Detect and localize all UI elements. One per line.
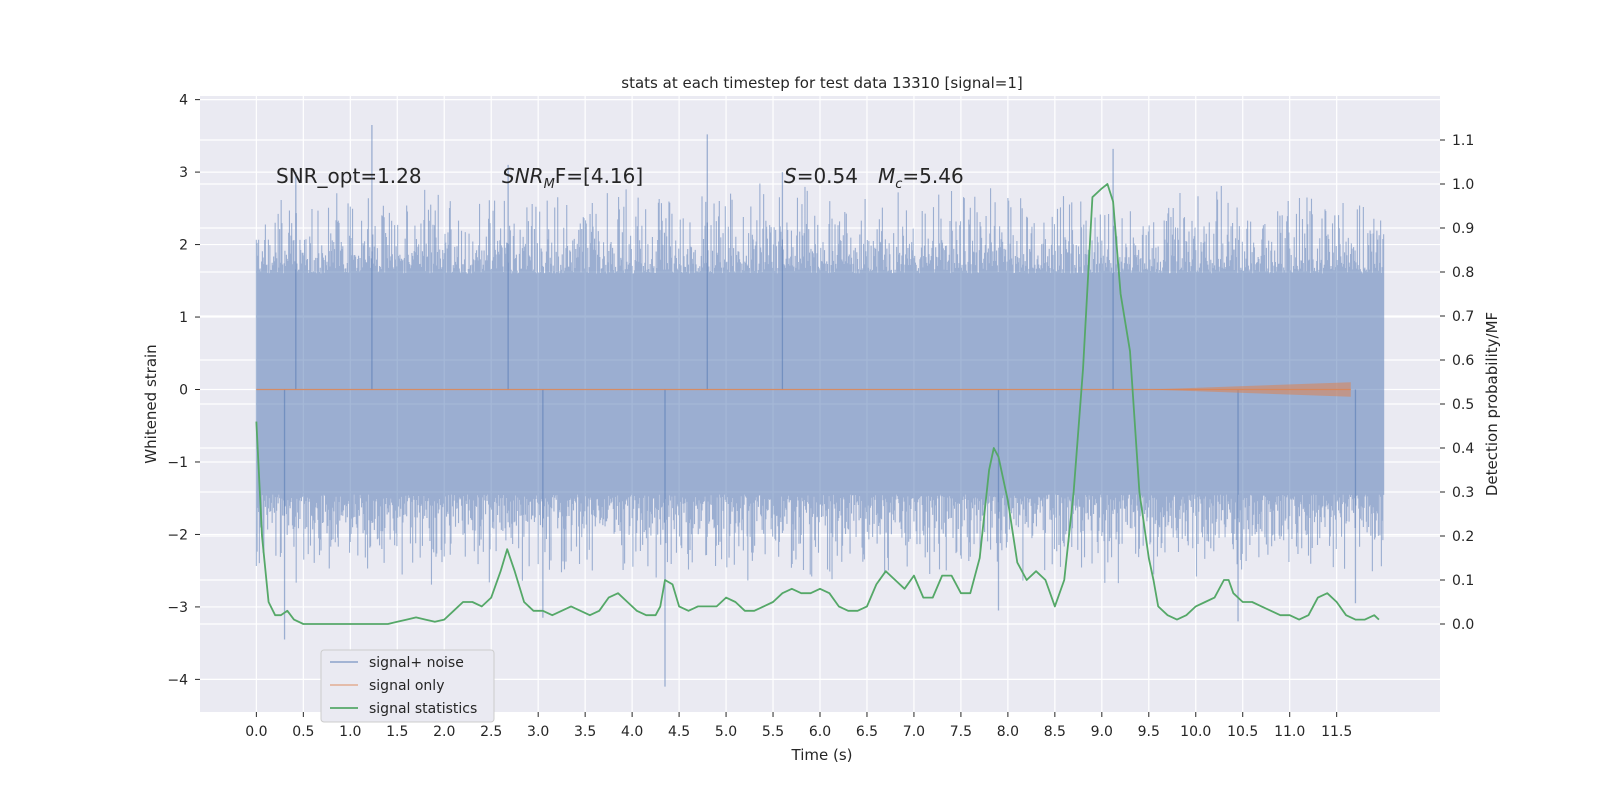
y-tick-label: 0 <box>179 383 188 399</box>
y2-tick-label: 1.1 <box>1452 133 1474 149</box>
y2-tick-label: 1.0 <box>1452 177 1474 193</box>
y-axis-label: Whitened strain <box>142 344 160 463</box>
s-main: S <box>784 164 797 188</box>
x-tick-label: 8.5 <box>1044 724 1066 740</box>
mc-rest: =5.46 <box>902 164 963 188</box>
s-rest: =0.54 <box>797 164 858 188</box>
mc-sub: c <box>895 177 902 192</box>
x-tick-label: 2.5 <box>480 724 502 740</box>
annotation-s-value: S=0.54 <box>784 164 858 188</box>
mc-main: M <box>878 164 895 188</box>
right-y-axis-label: Detection probability/MF <box>1483 312 1501 496</box>
x-tick-label: 5.0 <box>715 724 737 740</box>
signal-only-series <box>256 382 1351 397</box>
y2-tick-label: 0.8 <box>1452 265 1474 281</box>
x-tick-label: 11.0 <box>1274 724 1305 740</box>
x-tick-label: 4.5 <box>668 724 690 740</box>
y2-tick-label: 0.2 <box>1452 529 1474 545</box>
legend-label-signal-statistics: signal statistics <box>369 701 477 717</box>
y-tick-label: 1 <box>179 310 188 326</box>
x-tick-label: 10.5 <box>1227 724 1258 740</box>
y-tick-label: −1 <box>167 455 188 471</box>
chart-title: stats at each timestep for test data 133… <box>621 74 1022 92</box>
legend: signal+ noise signal only signal statist… <box>320 649 495 723</box>
signal-noise-band <box>255 183 1385 585</box>
x-axis-ticks: 0.0 0.5 1.0 1.5 2.0 2.5 3.0 3.5 4.0 4.5 5.0 5.5 6.0 6… <box>245 712 1352 740</box>
x-tick-label: 9.0 <box>1091 724 1113 740</box>
x-tick-label: 0.0 <box>245 724 267 740</box>
right-y-axis-ticks: 0.0 0.1 0.2 0.3 0.4 0.5 0.6 0.7 0.8 0.9 1.0 1.1 <box>1440 133 1474 633</box>
y-axis-ticks: −4 −3 −2 −1 0 1 2 3 4 <box>167 93 200 688</box>
x-tick-label: 6.5 <box>856 724 878 740</box>
legend-box <box>320 649 495 723</box>
y-tick-label: 2 <box>179 238 188 254</box>
y2-tick-label: 0.5 <box>1452 397 1474 413</box>
x-tick-label: 4.0 <box>621 724 643 740</box>
annotation-snr-mf: SNRMF=[4.16] <box>502 164 643 192</box>
x-tick-label: 8.0 <box>997 724 1019 740</box>
x-tick-label: 11.5 <box>1321 724 1352 740</box>
signal-only-chirp <box>1148 382 1351 397</box>
x-tick-label: 2.0 <box>433 724 455 740</box>
signal-noise-series <box>255 124 1385 687</box>
x-tick-label: 1.0 <box>339 724 361 740</box>
x-tick-label: 3.5 <box>574 724 596 740</box>
y-tick-label: 3 <box>179 165 188 181</box>
signal-statistics-series <box>255 183 1380 625</box>
signal-statistics-line <box>255 183 1380 625</box>
y2-tick-label: 0.7 <box>1452 309 1474 325</box>
snr-mf-sub: M <box>544 177 555 192</box>
y2-tick-label: 0.6 <box>1452 353 1474 369</box>
snr-mf-main: SNR <box>502 164 544 188</box>
x-tick-label: 1.5 <box>386 724 408 740</box>
x-axis-label: Time (s) <box>791 746 853 764</box>
x-tick-label: 7.5 <box>950 724 972 740</box>
y2-tick-label: 0.3 <box>1452 485 1474 501</box>
y-tick-label: −3 <box>167 600 188 616</box>
annotation-snr-opt: SNR_opt=1.28 <box>276 164 422 188</box>
y-tick-label: −2 <box>167 527 188 543</box>
x-tick-label: 9.5 <box>1138 724 1160 740</box>
annotation-mc-value: Mc=5.46 <box>878 164 964 192</box>
snr-mf-rest: F=[4.16] <box>555 164 643 188</box>
x-tick-label: 0.5 <box>292 724 314 740</box>
x-tick-label: 10.0 <box>1180 724 1211 740</box>
y2-tick-label: 0.0 <box>1452 617 1474 633</box>
y2-tick-label: 0.4 <box>1452 441 1474 457</box>
x-tick-label: 5.5 <box>762 724 784 740</box>
y-tick-label: 4 <box>179 93 188 109</box>
x-tick-label: 3.0 <box>527 724 549 740</box>
x-tick-label: 7.0 <box>903 724 925 740</box>
y2-tick-label: 0.1 <box>1452 573 1474 589</box>
y2-tick-label: 0.9 <box>1452 221 1474 237</box>
legend-label-signal-noise: signal+ noise <box>369 655 464 671</box>
legend-label-signal-only: signal only <box>369 678 444 694</box>
x-tick-label: 6.0 <box>809 724 831 740</box>
y-tick-label: −4 <box>167 672 188 688</box>
